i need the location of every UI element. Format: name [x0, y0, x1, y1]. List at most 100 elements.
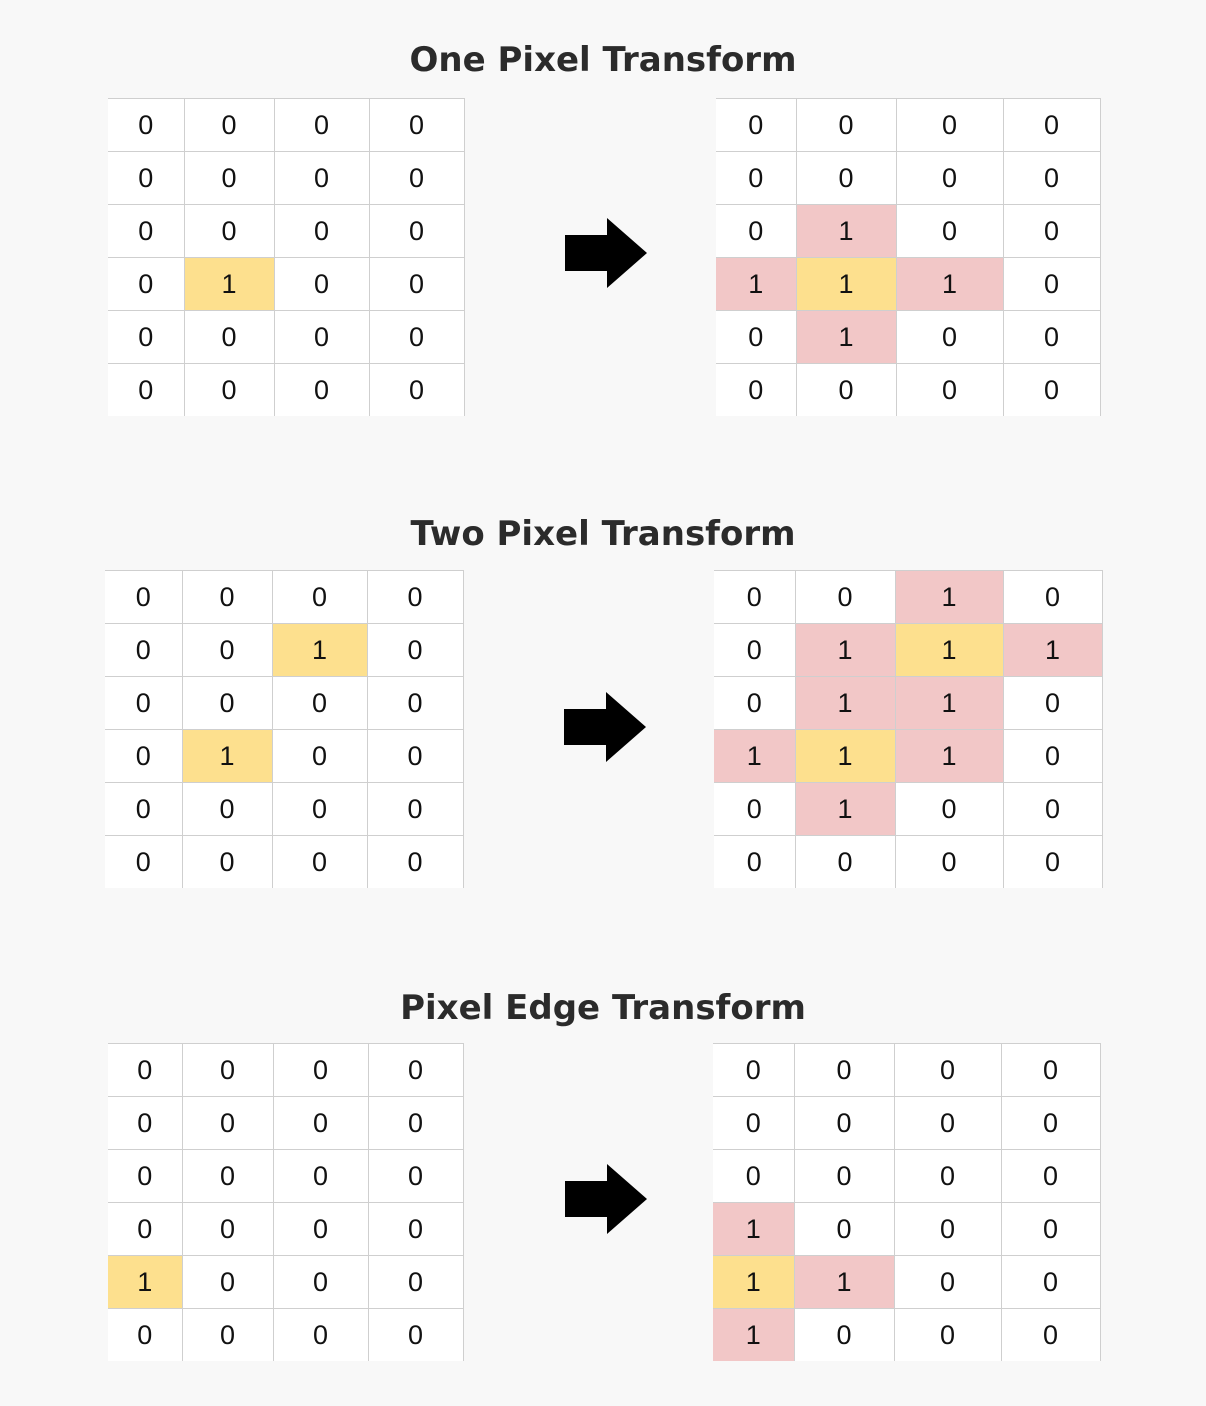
grid-cell: 0 [895, 782, 1004, 836]
grid-cell: 0 [108, 1149, 183, 1203]
grid-cell: 0 [273, 1255, 369, 1309]
grid-cell: 0 [896, 151, 1004, 205]
grid-cell: 0 [1003, 151, 1101, 205]
grid-cell: 0 [369, 204, 465, 258]
grid-cell: 0 [184, 98, 275, 152]
grid-cell: 0 [108, 310, 185, 364]
grid-cell: 0 [1003, 310, 1101, 364]
added-pixel-cell: 1 [895, 729, 1004, 783]
added-pixel-cell: 1 [795, 623, 896, 677]
section-title: Pixel Edge Transform [400, 988, 806, 1028]
grid-cell: 0 [369, 151, 465, 205]
grid-cell: 0 [368, 1149, 464, 1203]
grid-cell: 0 [274, 98, 370, 152]
grid-cell: 0 [714, 570, 796, 624]
grid-cell: 0 [182, 1043, 274, 1097]
grid-cell: 0 [105, 729, 183, 783]
right-arrow-icon [565, 1164, 647, 1234]
grid-cell: 0 [273, 1308, 369, 1361]
grid-cell: 0 [105, 623, 183, 677]
grid-cell: 0 [273, 1043, 369, 1097]
original-pixel-cell: 1 [182, 729, 273, 783]
grid-cell: 0 [896, 204, 1004, 258]
grid-cell: 0 [182, 623, 273, 677]
grid-cell: 0 [274, 310, 370, 364]
grid-cell: 0 [272, 676, 368, 730]
grid-cell: 0 [182, 1308, 274, 1361]
grid-cell: 0 [714, 676, 796, 730]
grid-cell: 0 [1001, 1043, 1101, 1097]
grid-cell: 0 [1003, 204, 1101, 258]
original-pixel-cell: 1 [272, 623, 368, 677]
original-pixel-cell: 1 [895, 623, 1004, 677]
grid-cell: 0 [894, 1096, 1002, 1150]
grid-cell: 0 [1003, 363, 1101, 416]
grid-cell: 0 [108, 257, 185, 311]
grid-cell: 0 [368, 1096, 464, 1150]
grid-cell: 0 [1003, 676, 1103, 730]
grid-cell: 0 [368, 1308, 464, 1361]
grid-cell: 0 [1001, 1202, 1101, 1256]
grid-cell: 0 [273, 1202, 369, 1256]
grid-cell: 0 [1001, 1096, 1101, 1150]
grid-cell: 0 [369, 363, 465, 416]
grid-cell: 0 [274, 151, 370, 205]
section-title: Two Pixel Transform [410, 514, 796, 554]
added-pixel-cell: 1 [796, 204, 897, 258]
grid-cell: 0 [108, 363, 185, 416]
grid-cell: 0 [896, 363, 1004, 416]
grid-cell: 0 [369, 310, 465, 364]
grid-cell: 0 [105, 570, 183, 624]
grid-cell: 0 [274, 204, 370, 258]
grid-cell: 0 [794, 1043, 895, 1097]
grid-cell: 0 [184, 363, 275, 416]
original-pixel-cell: 1 [184, 257, 275, 311]
grid-cell: 0 [182, 1096, 274, 1150]
grid-cell: 0 [105, 676, 183, 730]
added-pixel-cell: 1 [713, 1308, 795, 1361]
original-pixel-cell: 1 [713, 1255, 795, 1309]
grid-cell: 0 [273, 1096, 369, 1150]
grid-cell: 0 [367, 570, 464, 624]
grid-cell: 0 [714, 835, 796, 888]
grid-cell: 0 [794, 1149, 895, 1203]
right-arrow-icon [565, 218, 647, 288]
added-pixel-cell: 1 [716, 257, 797, 311]
grid-cell: 0 [184, 151, 275, 205]
grid-cell: 0 [1003, 257, 1101, 311]
grid-cell: 0 [273, 1149, 369, 1203]
grid-cell: 0 [105, 835, 183, 888]
added-pixel-cell: 1 [714, 729, 796, 783]
grid-cell: 0 [896, 310, 1004, 364]
grid-cell: 0 [795, 835, 896, 888]
grid-cell: 0 [182, 1202, 274, 1256]
grid-cell: 0 [272, 835, 368, 888]
grid-cell: 0 [272, 570, 368, 624]
grid-cell: 0 [272, 782, 368, 836]
grid-cell: 0 [896, 98, 1004, 152]
grid-cell: 0 [713, 1096, 795, 1150]
grid-cell: 0 [1001, 1308, 1101, 1361]
grid-cell: 0 [108, 1043, 183, 1097]
added-pixel-cell: 1 [895, 570, 1004, 624]
grid-cell: 0 [368, 1202, 464, 1256]
